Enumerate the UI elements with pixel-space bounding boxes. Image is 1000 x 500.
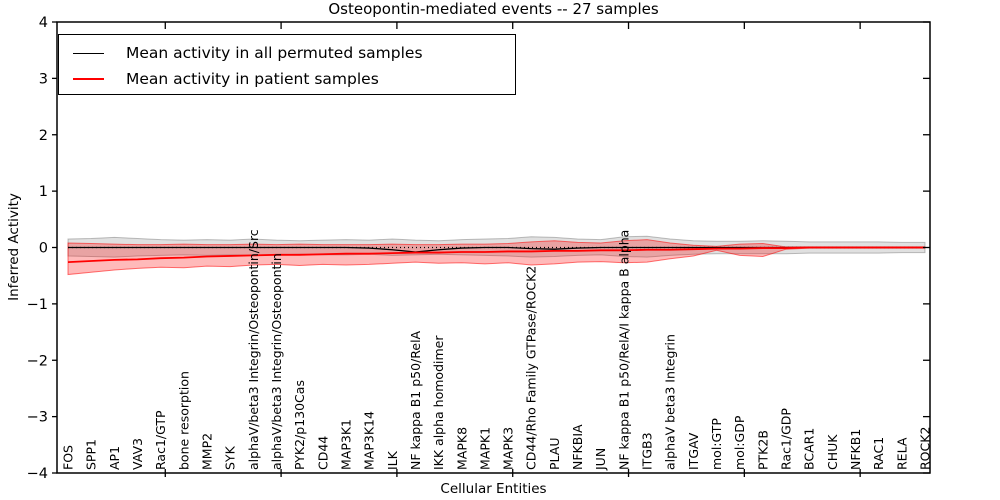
x-category-label: NFKBIA [570,424,585,470]
x-category-label: ILK [385,450,400,470]
x-category-label: MAP3K1 [338,419,353,470]
y-tick-label: 3 [39,71,48,87]
x-category-label: IKK alpha homodimer [431,335,446,470]
legend-row-permuted: Mean activity in all permuted samples [59,40,515,66]
x-category-label: FOS [61,445,76,470]
x-category-label: alphaV/beta3 Integrin/Osteopontin [269,253,284,470]
x-category-label: ITGAV [686,432,701,470]
x-category-labels: FOS SPP1 AP1 VAV3 Rac1/GTP bone resorption MMP… [61,229,933,471]
x-category-label: NF kappa B1 p50/RelA [408,330,423,470]
x-category-label: MAPK3 [501,427,516,470]
y-tick-label: 2 [39,128,48,144]
x-category-label: PTK2B [755,430,770,470]
legend: Mean activity in all permuted samples Me… [58,34,516,95]
y-tick-label: −1 [27,297,48,313]
legend-label-patient: Mean activity in patient samples [126,70,379,88]
x-category-label: BCAR1 [802,428,817,470]
x-category-label: Rac1/GDP [779,408,794,470]
x-category-label: bone resorption [176,371,191,470]
legend-label-permuted: Mean activity in all permuted samples [126,44,423,62]
x-category-label: alphaV/beta3 Integrin/Osteopontin/Src [246,229,261,470]
axes-frame [52,21,931,477]
x-category-label: Rac1/GTP [153,410,168,470]
x-category-label: VAV3 [130,438,145,470]
patient-line-swatch [73,78,104,80]
x-category-label: ROCK2 [918,427,933,470]
y-tick-label: 1 [39,184,48,200]
patient-mean-line [67,246,925,264]
x-category-label: NF kappa B1 p50/RelA/I kappa B alpha [616,230,631,470]
x-category-label: PYK2/p130Cas [292,380,307,470]
x-category-label: ITGB3 [640,432,655,470]
x-category-label: MAPK1 [477,427,492,470]
y-tick-labels: 4 3 2 1 0 −1 −2 −3 −4 [27,15,48,482]
x-category-label: JUN [593,448,608,471]
y-tick-label: −2 [27,353,48,369]
x-category-label: mol:GDP [732,415,747,470]
x-category-label: PLAU [547,438,562,471]
x-category-label: mol:GTP [709,418,724,470]
x-axis-label: Cellular Entities [440,481,547,497]
x-category-label: CD44/Rho Family GTPase/ROCK2 [524,266,539,470]
x-category-label: MAP3K14 [362,411,377,470]
y-tick-label: −3 [27,410,48,426]
series-lines [67,246,925,264]
x-category-label: RELA [894,437,909,470]
x-category-label: SYK [223,445,238,470]
permuted-line-swatch [73,52,104,54]
x-category-label: SPP1 [84,439,99,470]
x-category-label: MMP2 [199,433,214,470]
y-tick-label: 4 [39,15,48,31]
x-category-label: RAC1 [871,437,886,470]
confidence-bands [67,235,926,276]
chart-title: Osteopontin-mediated events -- 27 sample… [328,0,659,18]
x-category-label: alphaV beta3 Integrin [663,334,678,470]
x-category-label: NFKB1 [848,429,863,470]
legend-row-patient: Mean activity in patient samples [59,66,515,92]
y-axis-label: Inferred Activity [6,193,22,301]
x-category-label: CD44 [315,436,330,470]
x-category-label: CHUK [825,434,840,470]
x-category-label: AP1 [107,446,122,470]
x-category-label: MAPK8 [454,427,469,470]
y-tick-label: 0 [39,241,48,257]
y-tick-label: −4 [27,466,48,482]
